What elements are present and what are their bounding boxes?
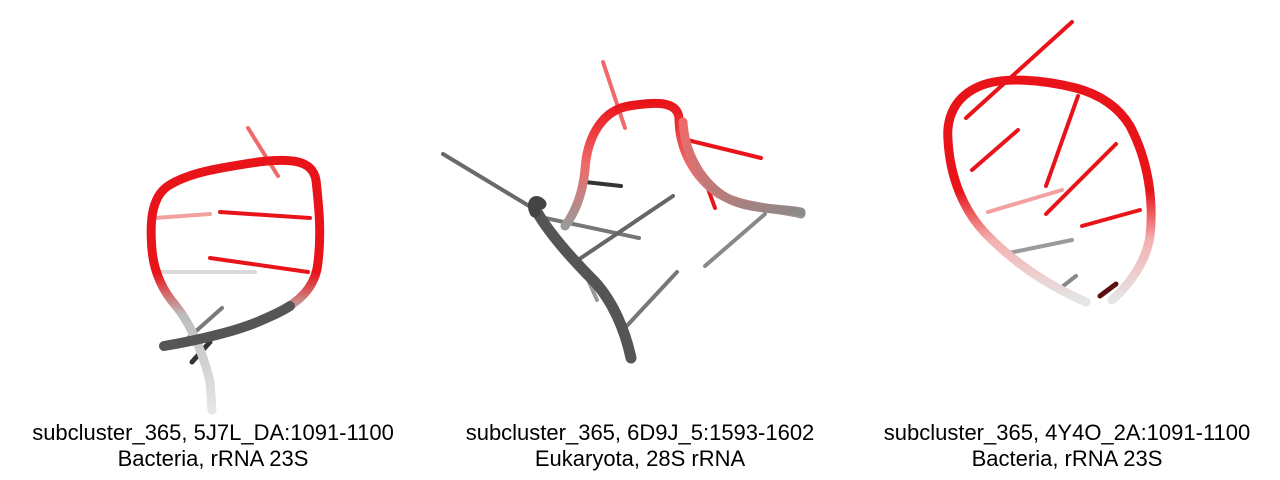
structure-caption: subcluster_365, 5J7L_DA:1091-1100 Bacter… [0,420,426,472]
base-stick [1097,281,1119,299]
base-stick [1002,238,1074,256]
structure-caption: subcluster_365, 4Y4O_2A:1091-1100 Bacter… [854,420,1280,472]
base-stick [986,188,1064,214]
structure-panel-1: subcluster_365, 5J7L_DA:1091-1100 Bacter… [0,0,426,480]
base-stick [441,152,541,214]
base-stick [153,212,212,220]
backbone-tube [159,301,295,351]
base-stick [246,126,280,178]
structure-title: subcluster_365, 6D9J_5:1593-1602 [465,420,815,445]
structure-panel-2: subcluster_365, 6D9J_5:1593-1602 Eukaryo… [427,0,853,480]
base-stick [1080,208,1142,228]
backbone-tube [943,75,1156,307]
structure-subtitle: Bacteria, rRNA 23S [117,446,309,471]
backbone-tube [146,155,325,415]
base-stick [621,270,679,332]
base-stick [1044,142,1118,216]
base-stick [573,194,675,264]
structure-caption: subcluster_365, 6D9J_5:1593-1602 Eukaryo… [427,420,853,472]
rna-structure-5J7L_DA [146,126,325,415]
structure-title: subcluster_365, 4Y4O_2A:1091-1100 [883,420,1251,445]
base-stick [218,210,312,220]
structure-subtitle: Eukaryota, 28S rRNA [534,446,746,471]
structure-title: subcluster_365, 5J7L_DA:1091-1100 [32,420,394,445]
rna-structure-4Y4O_2A [943,20,1156,307]
rna-structure-6D9J_5 [441,60,806,364]
base-stick [543,216,641,240]
backbone-tube [531,206,637,364]
base-stick [583,180,623,188]
base-stick [964,20,1074,120]
base-stick [208,256,310,274]
backbone-tube [527,196,547,218]
base-stick [703,212,767,268]
base-stick [677,136,763,160]
base-stick [1044,94,1080,188]
backbone-tube [678,117,806,217]
base-stick [601,60,627,130]
structure-panel-3: subcluster_365, 4Y4O_2A:1091-1100 Bacter… [854,0,1280,480]
base-stick [970,128,1020,172]
structure-subtitle: Bacteria, rRNA 23S [971,446,1163,471]
